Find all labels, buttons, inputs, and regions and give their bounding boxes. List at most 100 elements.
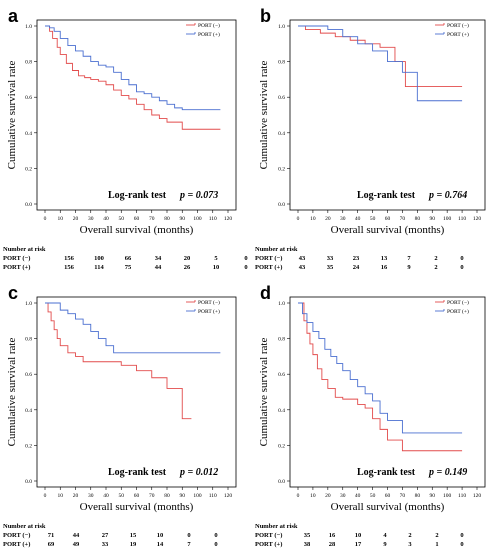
legend-label: PORT (+): [198, 308, 220, 315]
logrank-label: Log-rank test: [108, 467, 167, 478]
panel-d: d0.00.20.40.60.81.00 10 20 30 40 50 60 70 80 90 10…: [255, 283, 486, 548]
plot-frame: [289, 296, 486, 488]
risk-table-header: Number at risk: [3, 523, 46, 530]
x-tick-label: 40: [103, 493, 109, 499]
risk-count: 10: [213, 264, 220, 271]
risk-count: 114: [94, 264, 104, 271]
logrank-p-value: p = 0.764: [428, 190, 467, 201]
x-tick-label: 10: [58, 493, 64, 499]
risk-count: 34: [155, 255, 162, 262]
y-tick-label: 0.6: [25, 95, 32, 101]
logrank-label: Log-rank test: [357, 467, 416, 478]
y-axis-label: Cumulative survival rate: [6, 338, 18, 447]
risk-count: 0: [187, 532, 190, 539]
x-tick-label: 10: [310, 216, 316, 222]
x-tick-label: 120: [473, 493, 482, 499]
risk-count: 0: [244, 255, 247, 262]
legend-label: PORT (−): [198, 22, 220, 29]
x-tick-label: 100: [193, 493, 202, 499]
y-tick-label: 0.0: [25, 479, 32, 485]
risk-count: 75: [125, 264, 132, 271]
x-tick-label: 110: [458, 493, 466, 499]
x-tick-label: 20: [73, 216, 79, 222]
risk-count: 0: [460, 532, 463, 539]
risk-count: 5: [214, 255, 218, 262]
panel-b: b0.00.20.40.60.81.00 10 20 30 40 50 60 70 80 90 10…: [255, 6, 486, 271]
panel-letter: c: [8, 283, 18, 303]
x-tick-label: 70: [149, 216, 155, 222]
risk-count: 44: [155, 264, 162, 271]
x-tick-label: 60: [385, 216, 391, 222]
y-tick-label: 0.8: [25, 337, 32, 343]
risk-count: 2: [408, 532, 411, 539]
risk-count: 3: [408, 541, 412, 548]
x-tick-label: 30: [340, 216, 346, 222]
x-axis-label: Overall survival (months): [80, 224, 194, 236]
risk-count: 10: [157, 532, 164, 539]
series-line-port-plus: [298, 302, 463, 434]
x-tick-label: 50: [119, 493, 125, 499]
panel-letter: b: [260, 6, 271, 26]
logrank-label: Log-rank test: [108, 190, 167, 201]
x-tick-label: 70: [400, 493, 406, 499]
x-tick-label: 70: [149, 493, 155, 499]
plot-frame: [36, 19, 237, 211]
legend-label: PORT (+): [447, 31, 469, 38]
x-tick-label: 100: [443, 216, 452, 222]
risk-count: 44: [73, 532, 80, 539]
x-tick-label: 0: [44, 216, 47, 222]
x-tick-label: 80: [164, 216, 170, 222]
risk-count: 27: [102, 532, 109, 539]
risk-count: 156: [64, 264, 75, 271]
x-tick-label: 90: [430, 493, 436, 499]
y-tick-label: 0.6: [278, 372, 285, 378]
x-tick-label: 10: [58, 216, 64, 222]
x-tick-label: 40: [355, 493, 361, 499]
risk-count: 35: [304, 532, 311, 539]
x-tick-label: 110: [209, 493, 217, 499]
risk-count: 7: [187, 541, 191, 548]
risk-count: 100: [94, 255, 104, 262]
series-line-port-minus: [45, 25, 221, 130]
plot-frame: [289, 19, 486, 211]
x-tick-label: 120: [224, 216, 233, 222]
legend-label: PORT (+): [447, 308, 469, 315]
x-tick-label: 80: [164, 493, 170, 499]
y-tick-label: 0.8: [25, 60, 32, 66]
legend-label: PORT (−): [447, 299, 469, 306]
y-tick-label: 1.0: [25, 24, 32, 30]
panel-letter: a: [8, 6, 19, 26]
series-line-port-minus: [298, 25, 463, 87]
risk-count: 0: [460, 255, 463, 262]
risk-count: 43: [299, 264, 306, 271]
y-tick-label: 0.0: [25, 202, 32, 208]
risk-count: 0: [460, 541, 463, 548]
risk-count: 2: [434, 255, 437, 262]
y-tick-label: 0.8: [278, 337, 285, 343]
risk-count: 10: [355, 532, 362, 539]
risk-count: 33: [102, 541, 109, 548]
risk-row-label: PORT (+): [3, 264, 30, 271]
risk-row-label: PORT (−): [255, 255, 282, 262]
y-tick-label: 0.6: [25, 372, 32, 378]
y-axis-label: Cumulative survival rate: [6, 61, 18, 170]
risk-table-header: Number at risk: [3, 246, 46, 253]
risk-row-label: PORT (−): [255, 532, 282, 539]
y-tick-label: 0.2: [25, 166, 32, 172]
risk-count: 33: [327, 255, 334, 262]
y-tick-label: 1.0: [278, 24, 285, 30]
risk-count: 69: [48, 541, 55, 548]
x-tick-label: 0: [297, 493, 300, 499]
series-line-port-plus: [45, 302, 221, 354]
legend-label: PORT (−): [198, 299, 220, 306]
y-tick-label: 0.2: [25, 443, 32, 449]
risk-count: 9: [383, 541, 387, 548]
risk-count: 1: [435, 541, 438, 548]
x-tick-label: 50: [370, 493, 376, 499]
y-tick-label: 0.4: [278, 408, 285, 414]
x-tick-label: 0: [44, 493, 47, 499]
panel-a: a0.00.20.40.60.81.00 10 20 30 40 50 60 70 80 90 10…: [3, 6, 248, 271]
logrank-p-value: p = 0.012: [179, 467, 218, 478]
logrank-p-value: p = 0.149: [428, 467, 467, 478]
x-tick-label: 110: [458, 216, 466, 222]
